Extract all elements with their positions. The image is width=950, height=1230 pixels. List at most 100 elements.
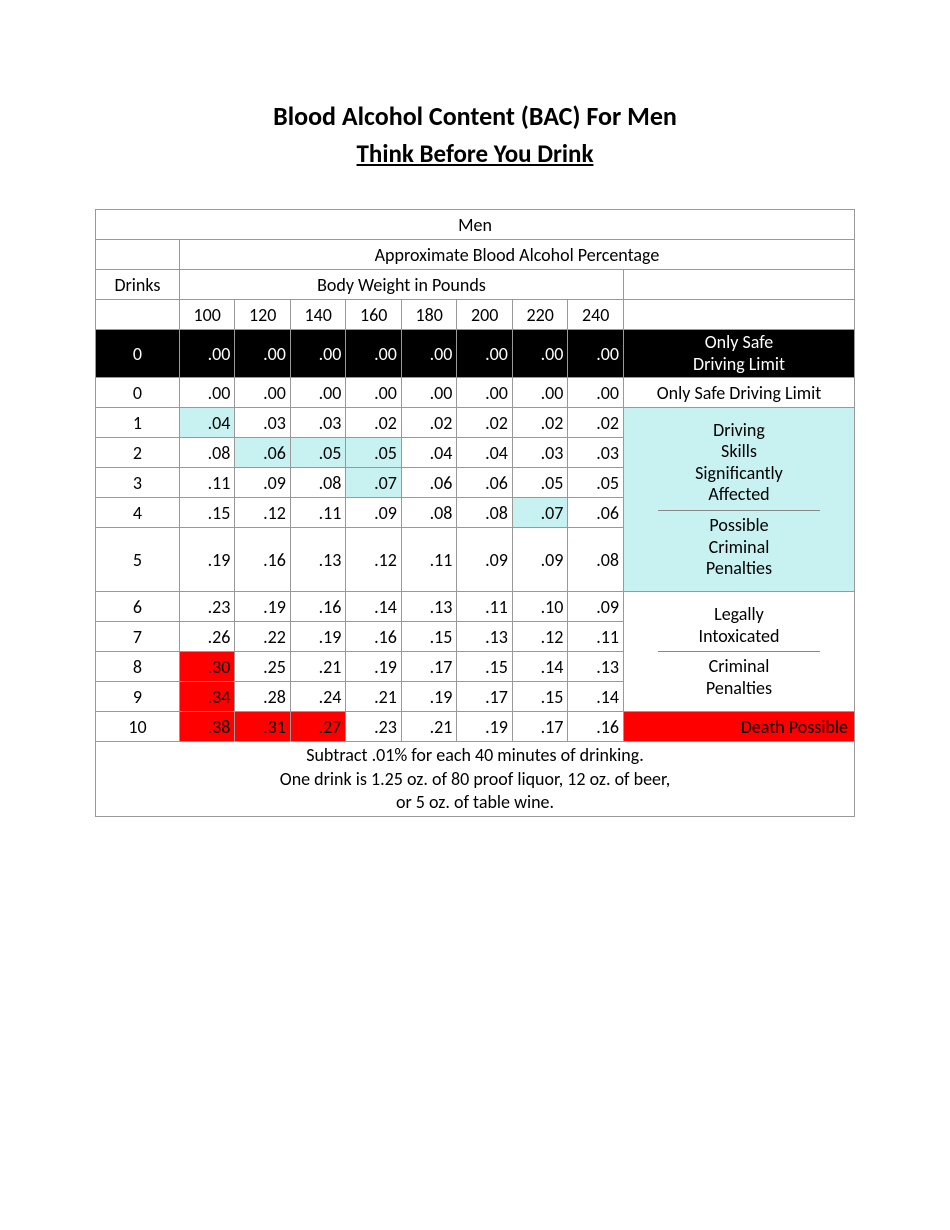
- weight-cell: 160: [346, 300, 402, 330]
- bac-cell: .00: [179, 330, 235, 378]
- bac-cell: .11: [290, 498, 346, 528]
- bac-cell: .19: [457, 712, 513, 742]
- table-header-bap: Approximate Blood Alcohol Percentage: [179, 240, 854, 270]
- bac-cell: .22: [235, 622, 291, 652]
- table-header-drinks: Drinks: [96, 270, 180, 300]
- footer-row: Subtract .01% for each 40 minutes of dri…: [96, 742, 855, 817]
- divider: [658, 651, 820, 652]
- note-text: Only SafeDriving Limit: [628, 332, 850, 375]
- bac-cell: .00: [235, 330, 291, 378]
- note-cell-red: Death Possible: [624, 712, 855, 742]
- bac-cell: .00: [512, 378, 568, 408]
- bac-cell: .04: [401, 438, 457, 468]
- bac-cell: .19: [290, 622, 346, 652]
- bac-cell: .17: [512, 712, 568, 742]
- bac-cell: .08: [568, 528, 624, 592]
- bac-cell: .07: [512, 498, 568, 528]
- bac-cell: .21: [346, 682, 402, 712]
- bac-cell: .02: [512, 408, 568, 438]
- weight-cell: 220: [512, 300, 568, 330]
- drinks-cell: 9: [96, 682, 180, 712]
- table-header-group: Men: [96, 210, 855, 240]
- bac-cell: .02: [346, 408, 402, 438]
- note-text: PossibleCriminalPenalties: [628, 515, 850, 580]
- note-cell: Only Safe Driving Limit: [624, 378, 855, 408]
- drinks-cell: 0: [96, 330, 180, 378]
- bac-cell: .05: [568, 468, 624, 498]
- bac-cell: .12: [512, 622, 568, 652]
- bac-cell: .06: [401, 468, 457, 498]
- bac-cell: .19: [346, 652, 402, 682]
- table-row: 6 .23 .19 .16 .14 .13 .11 .10 .09 Legall…: [96, 592, 855, 622]
- weights-row: 100 120 140 160 180 200 220 240: [96, 300, 855, 330]
- note-text: CriminalPenalties: [628, 656, 850, 699]
- bac-cell: .19: [401, 682, 457, 712]
- bac-cell: .00: [346, 330, 402, 378]
- bac-cell: .14: [512, 652, 568, 682]
- blank-cell: [624, 270, 855, 300]
- bac-cell: .13: [290, 528, 346, 592]
- bac-cell: .11: [568, 622, 624, 652]
- bac-cell: .31: [235, 712, 291, 742]
- page-title: Blood Alcohol Content (BAC) For Men: [90, 100, 860, 132]
- weight-cell: 180: [401, 300, 457, 330]
- bac-cell: .04: [179, 408, 235, 438]
- bac-cell: .09: [235, 468, 291, 498]
- bac-cell: .02: [457, 408, 513, 438]
- bac-cell: .10: [512, 592, 568, 622]
- bac-cell: .00: [568, 378, 624, 408]
- drinks-cell: 8: [96, 652, 180, 682]
- bac-cell: .38: [179, 712, 235, 742]
- bac-cell: .17: [457, 682, 513, 712]
- weight-cell: 140: [290, 300, 346, 330]
- bac-cell: .04: [457, 438, 513, 468]
- note-cell-cyan: DrivingSkillsSignificantlyAffected Possi…: [624, 408, 855, 592]
- bac-cell: .12: [346, 528, 402, 592]
- bac-cell: .00: [401, 330, 457, 378]
- bac-cell: .26: [179, 622, 235, 652]
- bac-cell: .34: [179, 682, 235, 712]
- bac-cell: .09: [568, 592, 624, 622]
- note-text: DrivingSkillsSignificantlyAffected: [628, 420, 850, 506]
- bac-cell: .19: [179, 528, 235, 592]
- bac-cell: .08: [401, 498, 457, 528]
- bac-cell: .03: [512, 438, 568, 468]
- bac-cell: .23: [346, 712, 402, 742]
- bac-cell: .30: [179, 652, 235, 682]
- bac-cell: .16: [290, 592, 346, 622]
- bac-cell: .00: [290, 378, 346, 408]
- title-block: Blood Alcohol Content (BAC) For Men Thin…: [90, 100, 860, 169]
- drinks-cell: 1: [96, 408, 180, 438]
- note-cell: Only SafeDriving Limit: [624, 330, 855, 378]
- bac-cell: .00: [457, 330, 513, 378]
- bac-cell: .23: [179, 592, 235, 622]
- bac-cell: .13: [568, 652, 624, 682]
- bac-cell: .13: [401, 592, 457, 622]
- bac-cell: .00: [346, 378, 402, 408]
- drinks-cell: 7: [96, 622, 180, 652]
- bac-cell: .09: [346, 498, 402, 528]
- bac-cell: .14: [346, 592, 402, 622]
- bac-cell: .00: [290, 330, 346, 378]
- weight-cell: 240: [568, 300, 624, 330]
- bac-cell: .02: [401, 408, 457, 438]
- bac-cell: .06: [568, 498, 624, 528]
- bac-cell: .08: [290, 468, 346, 498]
- bac-cell: .17: [401, 652, 457, 682]
- footer-note: Subtract .01% for each 40 minutes of dri…: [96, 742, 855, 817]
- bac-cell: .16: [568, 712, 624, 742]
- note-text: LegallyIntoxicated: [628, 604, 850, 647]
- bac-cell: .02: [568, 408, 624, 438]
- table-row: 10 .38 .31 .27 .23 .21 .19 .17 .16 Death…: [96, 712, 855, 742]
- bac-cell: .00: [568, 330, 624, 378]
- bac-cell: .03: [568, 438, 624, 468]
- bac-cell: .28: [235, 682, 291, 712]
- bac-cell: .15: [179, 498, 235, 528]
- bac-cell: .25: [235, 652, 291, 682]
- bac-cell: .14: [568, 682, 624, 712]
- bac-cell: .07: [346, 468, 402, 498]
- bac-cell: .21: [401, 712, 457, 742]
- bac-cell: .15: [457, 652, 513, 682]
- bac-cell: .05: [512, 468, 568, 498]
- weight-cell: 120: [235, 300, 291, 330]
